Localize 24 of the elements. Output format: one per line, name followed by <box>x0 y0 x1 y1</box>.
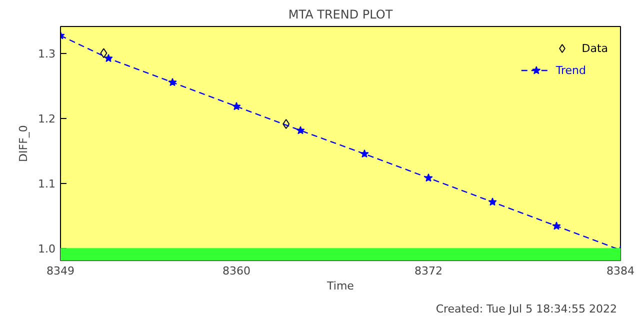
y-tick-label: 1.3 <box>38 48 56 61</box>
point <box>100 48 108 58</box>
y-axis-title: DIFF_0 <box>17 125 30 162</box>
legend-label: Data <box>582 42 608 54</box>
y-tick-label: 1.0 <box>38 242 56 256</box>
y-tick-label: 1.2 <box>38 112 56 126</box>
x-tick-label: 8349 <box>46 264 75 278</box>
point <box>360 149 369 158</box>
x-tick-label: 8384 <box>606 264 635 278</box>
x-tick-label: 8360 <box>222 264 251 278</box>
point <box>282 119 290 129</box>
point <box>296 126 305 134</box>
chart-title: MTA TREND PLOT <box>288 8 394 22</box>
point <box>552 222 561 230</box>
point <box>232 102 241 110</box>
y-tick-label: 1.1 <box>38 178 56 191</box>
x-axis-title: Time <box>326 280 354 292</box>
point <box>168 78 177 86</box>
legend-label: Trend <box>556 64 586 76</box>
x-tick-label: 8372 <box>414 264 443 278</box>
point <box>424 173 433 182</box>
point <box>488 198 497 206</box>
text: Created: Tue Jul 5 18:34:55 2022 <box>436 302 618 316</box>
point <box>104 54 113 62</box>
